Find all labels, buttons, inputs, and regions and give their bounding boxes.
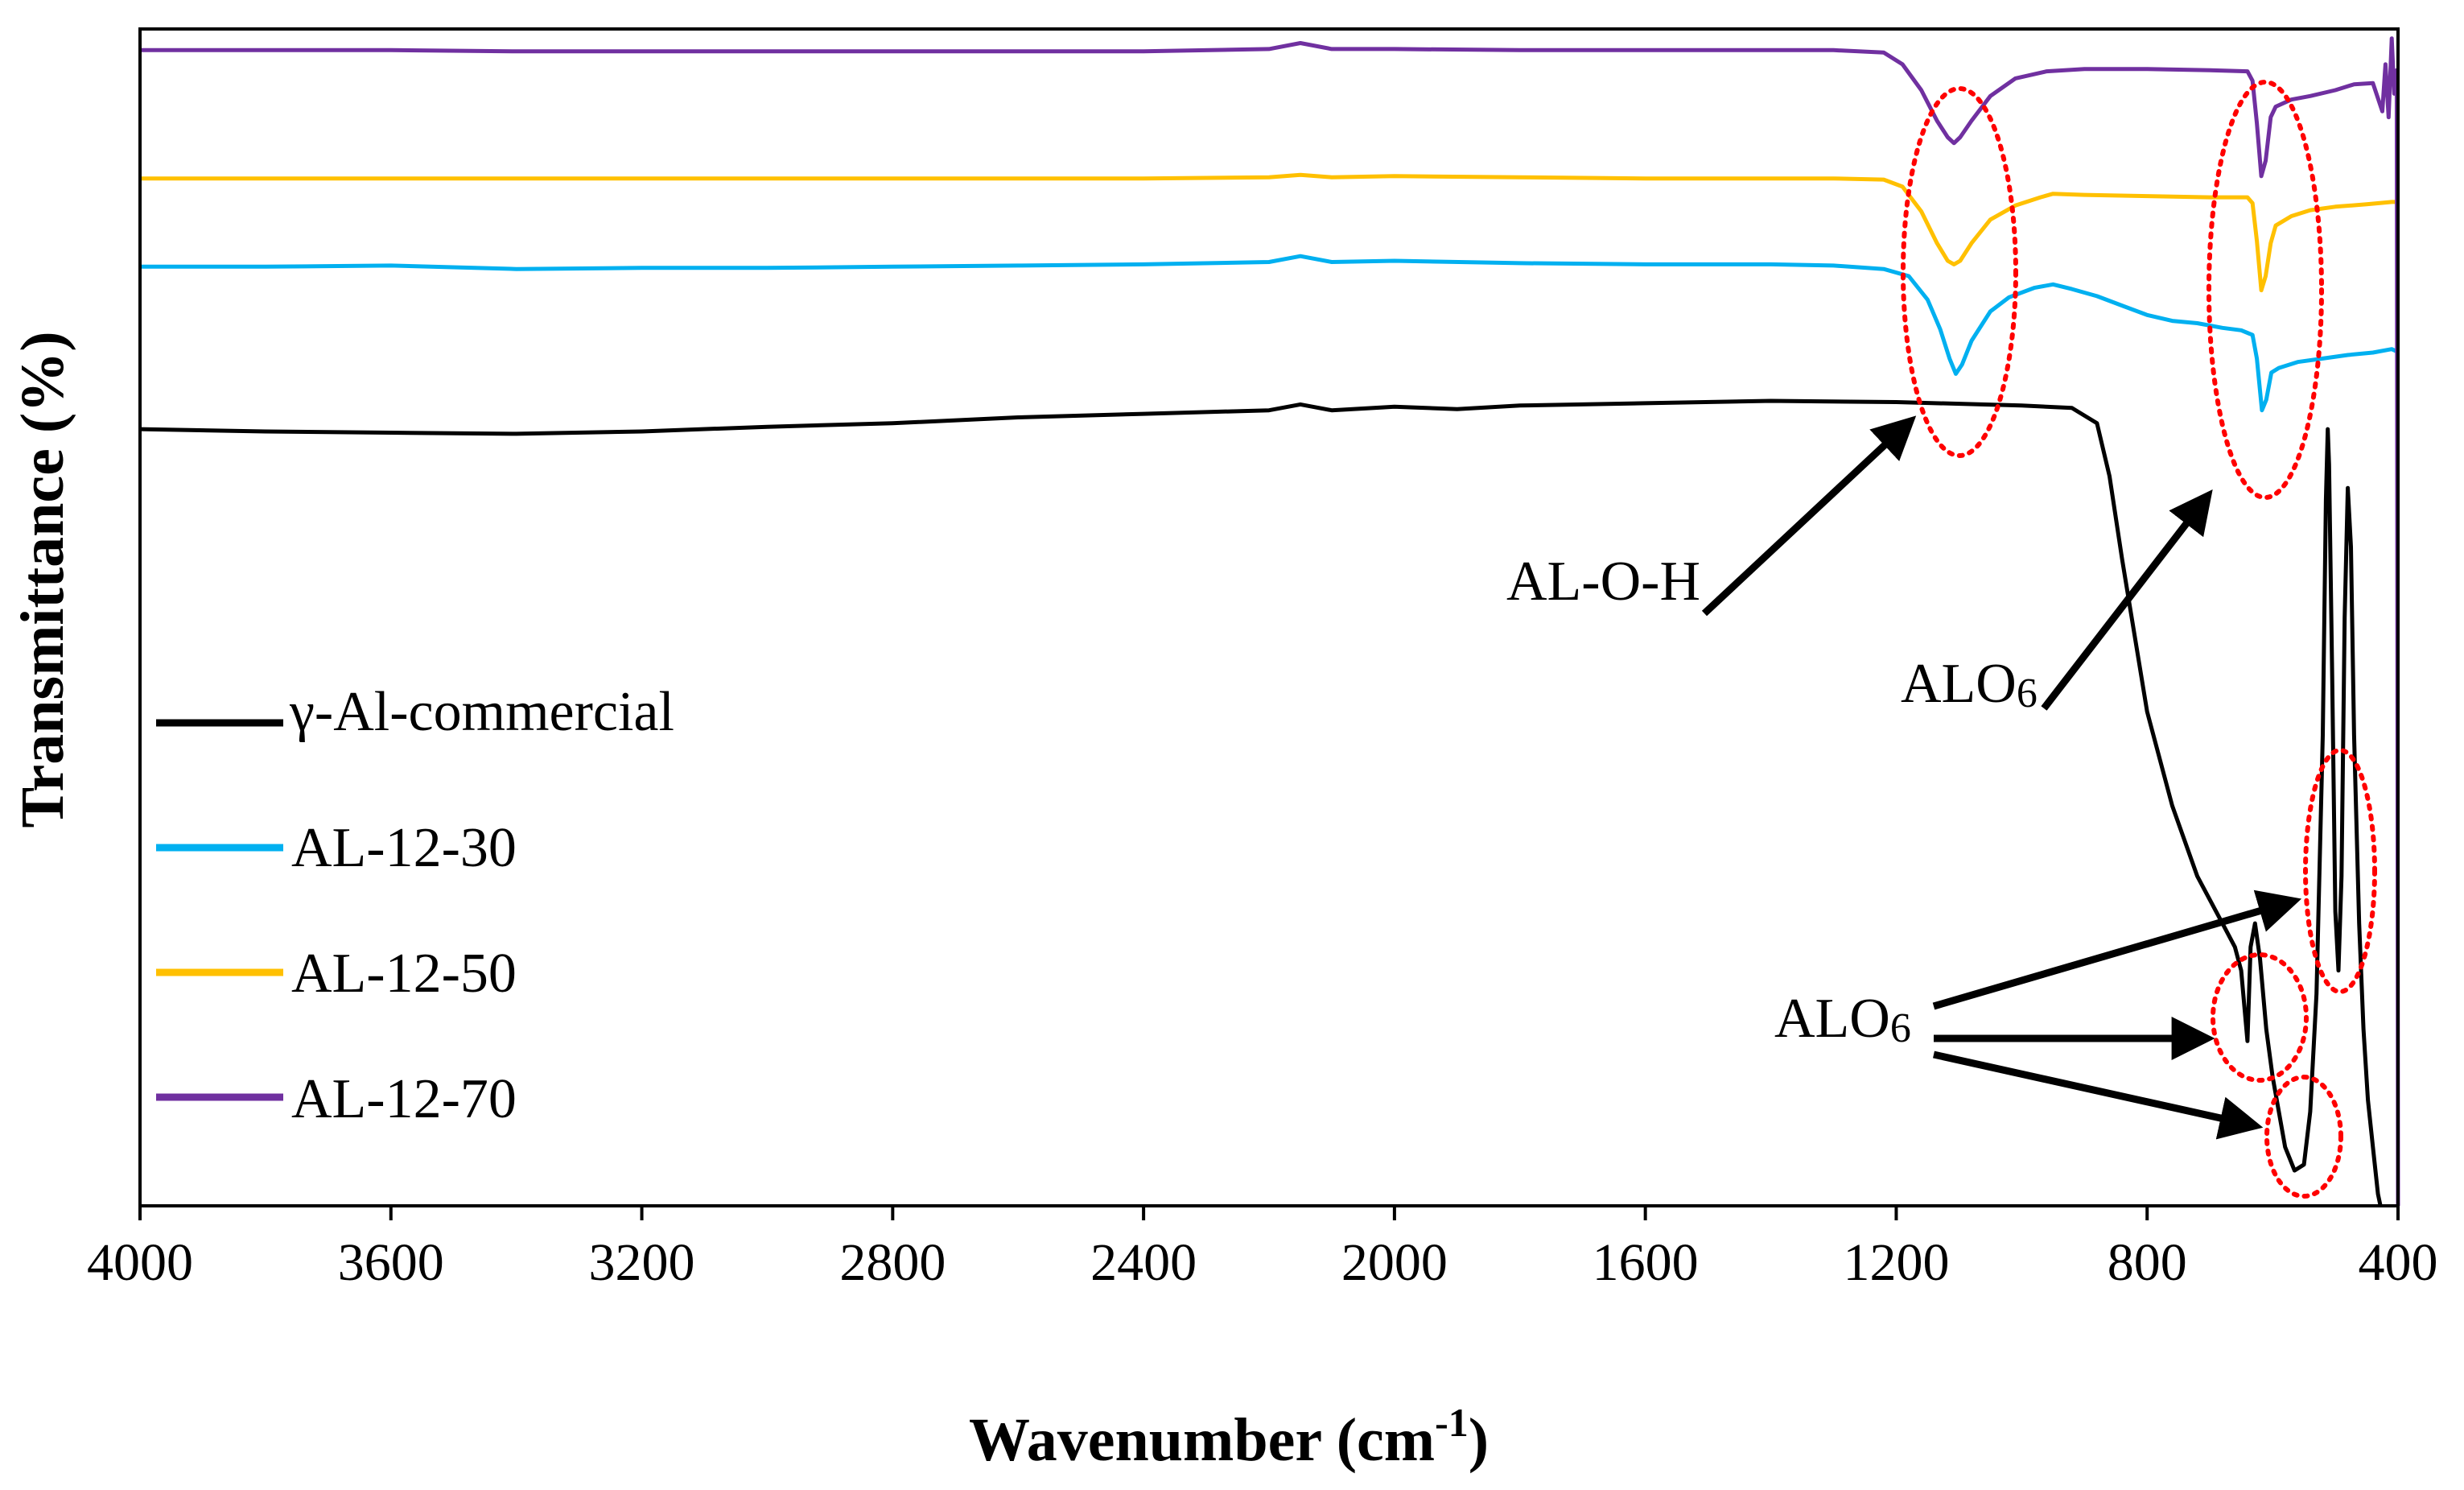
x-tick-label-1600: 1600	[1593, 1233, 1699, 1292]
annotation-alo6-lower: ALO6	[1774, 988, 1911, 1051]
series-line-al-commercial	[139, 398, 2383, 1207]
series-layer	[139, 36, 2400, 1207]
x-axis-title: Wavenumber (cm-1)	[969, 1400, 1489, 1474]
x-tick-label-4000: 4000	[87, 1233, 193, 1292]
legend: γ-Al-commercial AL-12-30 AL-12-50 AL-12-…	[156, 681, 674, 1130]
annotation-alo6-upper: ALO6	[1901, 653, 2038, 716]
legend-label-al-12-50: AL-12-50	[291, 943, 517, 1005]
x-tick-label-3200: 3200	[589, 1233, 695, 1292]
x-axis: 4000 3600 3200 2800 2400 2000 1600 1200 800 400	[87, 1206, 2438, 1292]
alo6-band-ellipse-right	[2303, 748, 2377, 994]
series-line-al-12-50	[140, 172, 2397, 293]
alo6-arrow-right	[1932, 889, 2302, 1010]
legend-label-gamma-al-commercial: γ-Al-commercial	[289, 681, 674, 743]
x-tick-label-2400: 2400	[1090, 1233, 1197, 1292]
annotation-arrows	[1701, 415, 2302, 1140]
x-tick-label-2000: 2000	[1341, 1233, 1448, 1292]
x-tick-label-400: 400	[2359, 1233, 2438, 1292]
alo6-band-ellipse-lower	[2264, 1075, 2343, 1199]
x-tick-label-2800: 2800	[839, 1233, 946, 1292]
al-o-h-arrow	[1701, 415, 1917, 617]
alo6-upper-arrow	[2041, 489, 2213, 711]
alo6-arrow-lower	[1933, 1050, 2264, 1140]
legend-label-al-12-70: AL-12-70	[291, 1068, 517, 1130]
annotation-al-o-h: AL-O-H	[1506, 551, 1700, 613]
legend-label-al-12-30: AL-12-30	[291, 817, 517, 879]
x-tick-label-3600: 3600	[338, 1233, 444, 1292]
y-axis-title: Transmittance (%)	[9, 331, 76, 828]
series-line-al-12-30	[140, 254, 2398, 413]
series-line-al-12-70	[140, 36, 2400, 1207]
x-tick-label-1200: 1200	[1843, 1233, 1949, 1292]
x-tick-label-800: 800	[2108, 1233, 2187, 1292]
al-o-h-band-ellipse	[1901, 86, 2018, 458]
plot-frame	[138, 27, 2400, 1207]
alo6-band-ellipse-upper	[2206, 80, 2324, 500]
